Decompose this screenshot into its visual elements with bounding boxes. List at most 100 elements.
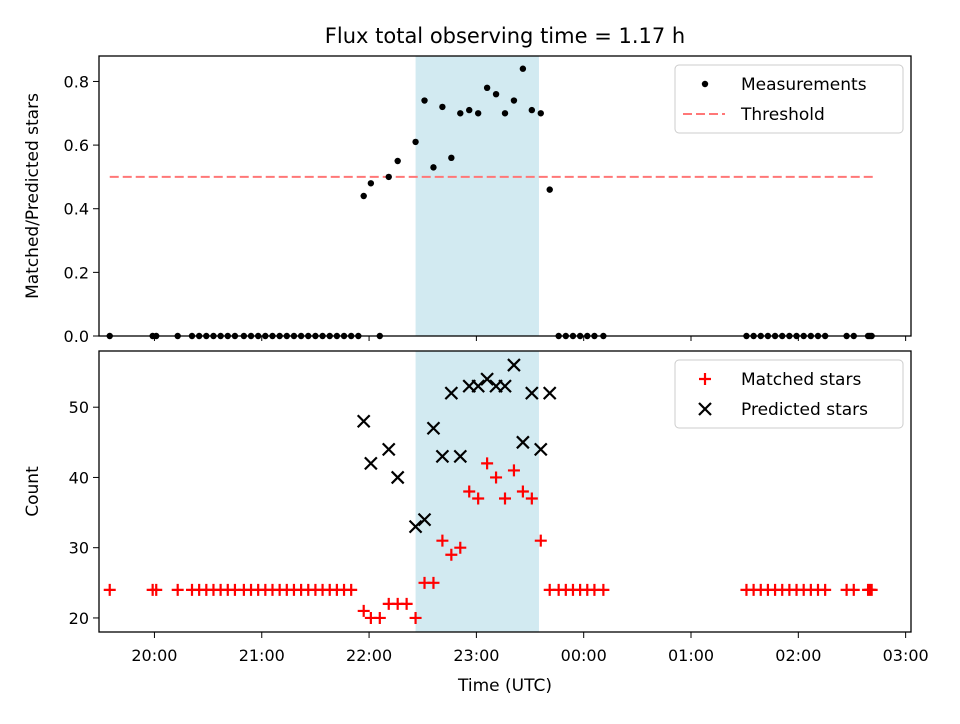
- x-tick-label: 22:00: [346, 646, 392, 665]
- legend-box: [674, 359, 904, 429]
- matched-star-point: [534, 534, 547, 547]
- x-tick-label: 01:00: [668, 646, 714, 665]
- predicted-star-point: [417, 512, 432, 527]
- predicted-star-point: [533, 442, 548, 457]
- measurement-point: [439, 103, 446, 111]
- predicted-star-point: [444, 386, 459, 400]
- x-axis-label: Time (UTC): [457, 676, 552, 696]
- measurement-point: [367, 180, 375, 187]
- legend-marker-x: [698, 402, 712, 416]
- predicted-star-point: [542, 386, 557, 400]
- y-tick-label: 50: [69, 398, 89, 417]
- shaded-region: [415, 56, 539, 336]
- matched-star-point: [171, 583, 184, 596]
- legend-label: Predicted stars: [741, 400, 868, 420]
- legend: Matched stars Predicted stars: [674, 359, 904, 429]
- matched-star-point: [525, 492, 538, 505]
- measurement-point: [474, 110, 482, 117]
- matched-star-point: [597, 583, 610, 596]
- predicted-star-point: [453, 449, 468, 464]
- matched-star-point: [357, 604, 370, 617]
- matched-star-point: [400, 597, 413, 610]
- panel-top: 0.0 0.2 0.4 0.6 0.8 Matched/Predicted stars Me…: [23, 55, 912, 346]
- matched-star-point: [516, 485, 529, 498]
- y-tick-label: 30: [69, 539, 89, 558]
- matched-star-point: [150, 583, 163, 596]
- measurement-point: [519, 65, 527, 72]
- measurement-point: [448, 154, 455, 162]
- x-tick-label: 02:00: [775, 646, 821, 665]
- legend-box: [674, 64, 904, 134]
- axes-frame: [98, 350, 912, 633]
- measurement-point: [501, 110, 509, 117]
- legend-label: Measurements: [741, 75, 867, 95]
- matched-star-point: [436, 534, 449, 547]
- x-tick-label: 21:00: [239, 646, 285, 665]
- predicted-star-point: [516, 435, 530, 450]
- y-tick-label: 20: [69, 609, 89, 628]
- predicted-star-point: [426, 421, 441, 436]
- predicted-star-point: [525, 386, 539, 400]
- matched-star-point: [445, 548, 458, 561]
- panel-bottom: 20 30 40 50 20:00 21:00 22:00 23:00 00:00 01:00 02…: [23, 350, 929, 696]
- predicted-star-point: [480, 372, 494, 386]
- predicted-star-point: [381, 442, 396, 457]
- y-tick-label: 0.6: [64, 136, 89, 155]
- y-tick-label: 0.4: [64, 200, 89, 219]
- y-tick-label: 40: [69, 468, 89, 487]
- y-axis-label: Matched/Predicted stars: [23, 93, 43, 299]
- matched-star-point: [373, 611, 386, 624]
- y-axis-label: Count: [23, 466, 43, 517]
- measurement-point: [385, 173, 392, 181]
- x-tick-label: 00:00: [561, 646, 607, 665]
- matched-star-point: [819, 583, 832, 596]
- matched-star-point: [454, 541, 467, 554]
- measurement-point: [492, 90, 500, 98]
- matched-star-point: [847, 583, 860, 596]
- predicted-star-point: [408, 519, 423, 534]
- predicted-star-point: [507, 358, 521, 372]
- legend-marker-plus: [699, 373, 711, 385]
- predicted-star-point: [435, 449, 450, 464]
- predicted-star-point: [471, 379, 485, 393]
- measurement-point: [528, 106, 536, 114]
- axes-frame: [98, 55, 912, 337]
- measurement-point: [537, 110, 544, 117]
- matched-star-point: [865, 583, 878, 596]
- matched-star-point: [507, 464, 520, 477]
- x-tick-label: 20:00: [131, 646, 177, 665]
- matched-star-point: [481, 457, 494, 470]
- matched-star-point: [463, 485, 476, 498]
- measurement-point: [546, 186, 553, 193]
- measurement-point: [483, 84, 491, 92]
- measurement-point: [466, 106, 473, 114]
- measurement-point: [412, 138, 419, 146]
- matched-star-point: [490, 471, 503, 484]
- measurement-point: [394, 157, 401, 165]
- predicted-star-point: [390, 470, 405, 485]
- legend-marker-dot: [701, 80, 709, 88]
- measurement-point: [360, 192, 367, 200]
- matched-star-point: [472, 492, 485, 505]
- measurement-point: [510, 97, 518, 104]
- legend: Measurements Threshold: [674, 64, 904, 134]
- legend-label: Matched stars: [741, 370, 861, 390]
- y-tick-label: 0.8: [64, 72, 89, 91]
- predicted-star-point: [356, 414, 371, 429]
- chart-title: Flux total observing time = 1.17 h: [325, 24, 685, 48]
- y-tick-label: 0.0: [64, 327, 89, 346]
- measurement-point: [430, 164, 437, 171]
- predicted-star-point: [498, 379, 512, 393]
- matched-star-point: [103, 583, 116, 596]
- matched-star-point: [427, 576, 440, 589]
- x-tick-label: 03:00: [883, 646, 929, 665]
- measurement-point: [457, 110, 464, 117]
- legend-label: Threshold: [740, 105, 825, 125]
- matched-star-point: [499, 492, 511, 505]
- measurement-point: [421, 97, 428, 104]
- matched-star-point: [409, 611, 422, 624]
- matched-star-point: [345, 583, 358, 596]
- y-tick-label: 0.2: [64, 263, 89, 282]
